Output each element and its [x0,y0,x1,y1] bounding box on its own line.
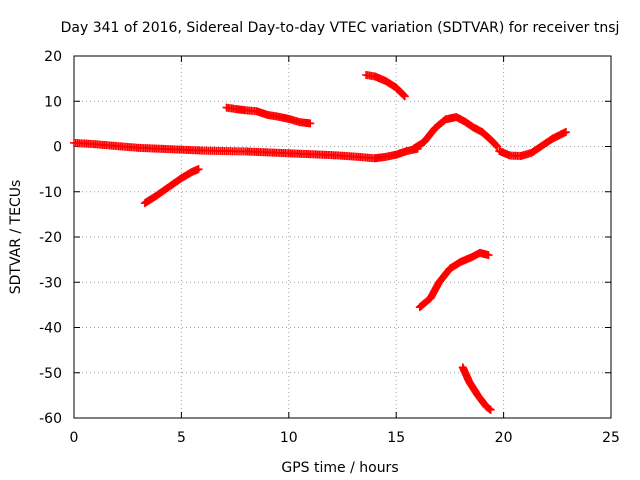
y-tick-label: -30 [39,275,62,291]
x-tick-label: 20 [495,430,513,446]
data-point [399,91,408,100]
series-arc-evening [409,113,502,153]
y-tick-label: -20 [39,230,62,246]
series-arc-main-low [70,138,422,163]
y-axis-label: SDTVAR / TECUs [8,180,24,295]
data-point [400,92,409,101]
series-arc-late [495,128,570,161]
data-point [194,165,203,174]
axis-ticks: 0 5 10 15 20 25 -60 -50 -40 -30 -20 -10 0 10 20 [39,49,620,446]
y-tick-label: 10 [44,94,62,110]
data-point [492,141,501,150]
y-tick-label: 20 [44,49,62,65]
series-arc-morning-high [222,103,315,128]
x-tick-label: 10 [280,430,298,446]
data-point [484,251,493,260]
data-point [493,142,502,151]
grid [74,56,611,418]
y-tick-label: -10 [39,185,62,201]
x-axis-label: GPS time / hours [281,460,398,476]
y-tick-label: -40 [39,321,62,337]
data-point [486,405,495,414]
series-arc-early-rise [140,165,203,208]
series-arc-deep-rise [415,248,493,312]
series-arc-peak [362,71,409,101]
series-arc-deep-drop [458,363,495,414]
y-tick-label: -60 [39,411,62,427]
x-tick-label: 5 [177,430,186,446]
data-point [561,128,570,137]
chart-title: Day 341 of 2016, Sidereal Day-to-day VTE… [61,20,620,36]
y-tick-label: 0 [53,140,62,156]
x-tick-label: 25 [602,430,620,446]
y-tick-label: -50 [39,366,62,382]
data-marks [70,71,570,414]
data-point [306,119,315,128]
x-tick-label: 15 [387,430,405,446]
x-tick-label: 0 [70,430,79,446]
